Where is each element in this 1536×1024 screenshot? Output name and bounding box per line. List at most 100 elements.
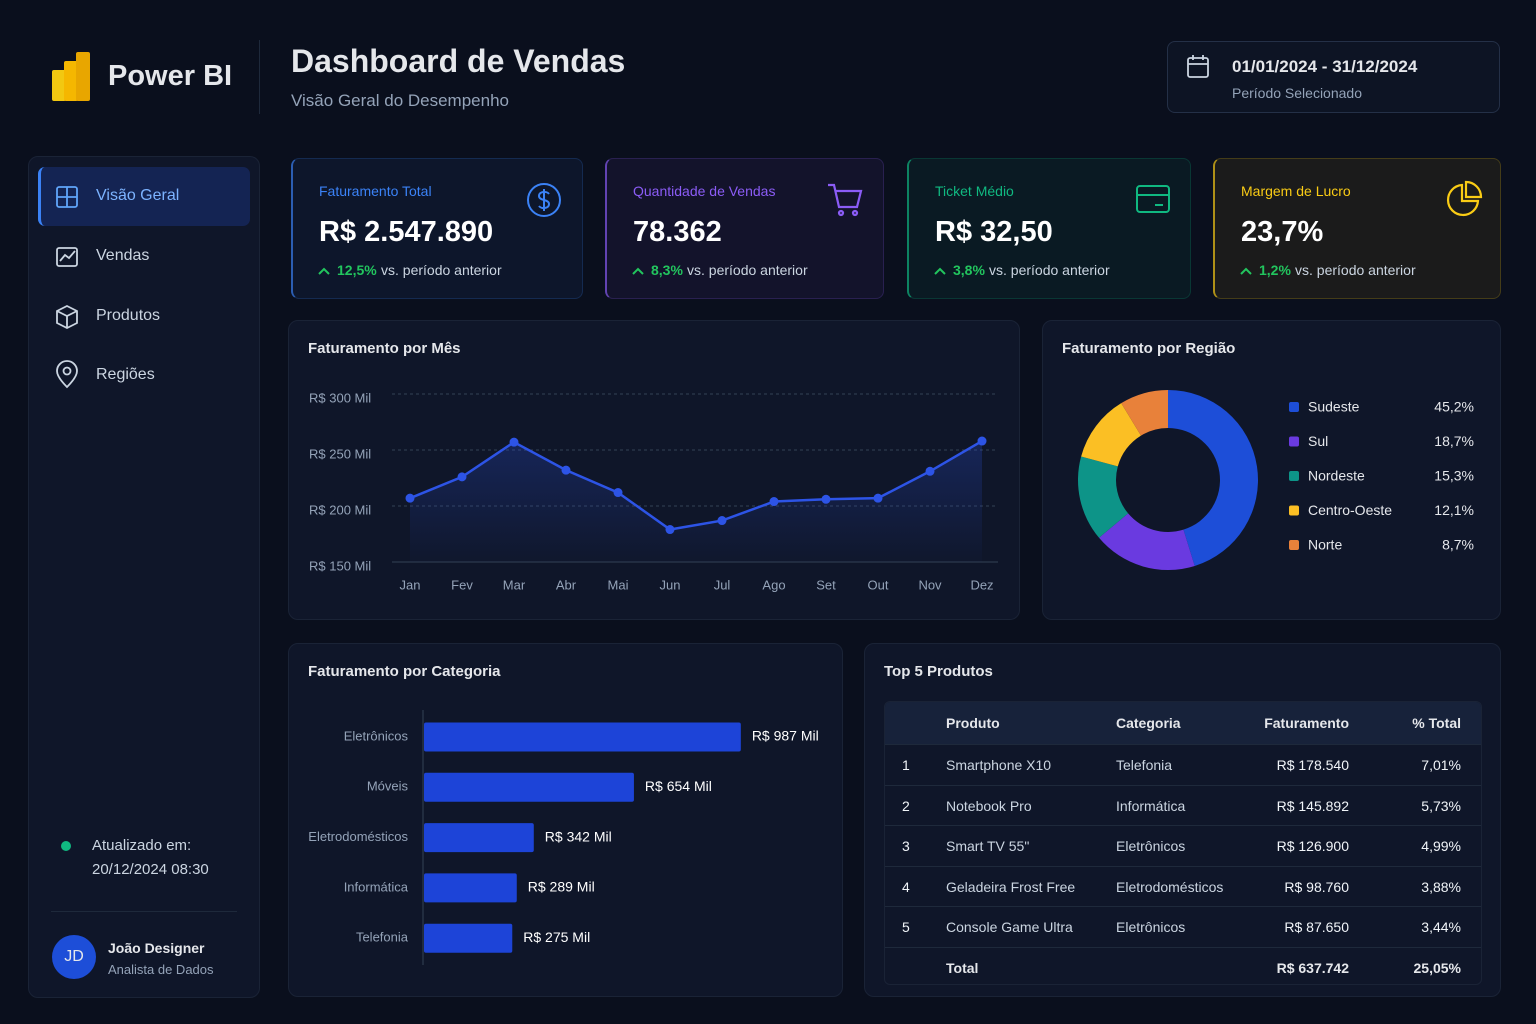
point bbox=[821, 494, 831, 504]
row-divider bbox=[885, 744, 1481, 745]
nav-item[interactable]: Visão Geral bbox=[96, 187, 180, 204]
donut-slice bbox=[1077, 456, 1129, 538]
kpi-arrow bbox=[632, 267, 644, 275]
kpi-change: 1,2% bbox=[1259, 262, 1291, 278]
date-range: 01/01/2024 - 31/12/2024 bbox=[1232, 57, 1418, 76]
update-label: Atualizado em: bbox=[92, 837, 192, 854]
x-tick-label: Nov bbox=[918, 577, 942, 592]
bar-panel bbox=[288, 643, 843, 997]
cell: 3,44% bbox=[1421, 919, 1461, 935]
legend-swatch bbox=[1289, 540, 1299, 550]
bar bbox=[424, 722, 741, 752]
kpi-arrow bbox=[934, 267, 946, 275]
legend-label: Centro-Oeste bbox=[1308, 502, 1392, 518]
x-tick-label: Ago bbox=[762, 577, 785, 592]
cell: Geladeira Frost Free bbox=[946, 878, 1076, 895]
cell: Smartphone X10 bbox=[946, 757, 1052, 773]
point bbox=[717, 516, 727, 526]
kpi-label: Quantidade de Vendas bbox=[633, 183, 776, 199]
calendar-icon bbox=[1187, 55, 1209, 78]
line-panel bbox=[288, 320, 1020, 620]
y-tick-label: R$ 150 Mil bbox=[309, 558, 371, 573]
cell: 3,88% bbox=[1421, 878, 1461, 895]
column-header: Produto bbox=[946, 715, 1000, 731]
legend-value: 18,7% bbox=[1434, 433, 1474, 449]
date-picker[interactable]: 01/01/2024 - 31/12/2024 Período Selecion… bbox=[1167, 41, 1500, 113]
sidebar bbox=[28, 156, 260, 998]
row-divider bbox=[885, 865, 1481, 867]
y-tick-label: R$ 250 Mil bbox=[309, 446, 371, 461]
donut-slice bbox=[1168, 390, 1259, 566]
y-tick-label: Eletrodomésticos bbox=[308, 829, 408, 844]
legend-value: 8,7% bbox=[1442, 537, 1474, 553]
bar bbox=[424, 823, 534, 853]
donut-slice bbox=[1081, 403, 1141, 467]
table-title: Top 5 Produtos bbox=[884, 663, 993, 680]
chart-title: Faturamento por Categoria bbox=[308, 663, 501, 680]
cell: R$ 178.540 bbox=[1276, 757, 1349, 773]
kpi-value: 23,7% bbox=[1241, 216, 1324, 248]
cell: 1 bbox=[902, 757, 910, 773]
cell: 3 bbox=[902, 838, 910, 854]
bar bbox=[424, 923, 513, 953]
user-name: João Designer bbox=[108, 940, 205, 956]
update-time: 20/12/2024 08:30 bbox=[92, 861, 209, 878]
kpi-icon bbox=[1136, 185, 1170, 213]
y-tick-label: Móveis bbox=[367, 779, 409, 794]
cell: Eletrônicos bbox=[1116, 919, 1186, 935]
cell: Eletrodomésticos bbox=[1116, 878, 1224, 895]
nav-item[interactable]: Vendas bbox=[96, 247, 150, 264]
point bbox=[925, 466, 935, 476]
kpi-comparison: vs. período anterior bbox=[1295, 262, 1416, 278]
page-title: Dashboard de Vendas bbox=[291, 43, 626, 79]
donut-panel bbox=[1042, 320, 1501, 620]
date-caption: Período Selecionado bbox=[1232, 85, 1362, 101]
kpi-value: R$ 2.547.890 bbox=[319, 216, 494, 248]
kpi-change: 8,3% bbox=[651, 262, 683, 278]
nav-icon bbox=[56, 360, 78, 389]
point bbox=[613, 488, 623, 498]
kpi-label: Margem de Lucro bbox=[1241, 183, 1351, 199]
y-tick-label: Informática bbox=[344, 879, 409, 894]
nav-icon bbox=[56, 186, 78, 208]
cell: 4 bbox=[902, 878, 910, 895]
y-tick-label: R$ 200 Mil bbox=[309, 502, 371, 517]
point bbox=[873, 493, 883, 503]
kpi-card: Quantidade de Vendas 78.362 8,3% vs. períod… bbox=[605, 158, 884, 299]
user-role: Analista de Dados bbox=[108, 962, 214, 977]
kpi-card: Faturamento Total R$ 2.547.890 12,5% vs. pe… bbox=[291, 158, 583, 299]
kpi-card: Margem de Lucro 23,7% 1,2% vs. período ante… bbox=[1213, 158, 1501, 299]
kpi-comparison: vs. período anterior bbox=[381, 262, 502, 278]
cell: R$ 126.900 bbox=[1276, 838, 1349, 854]
chart-title: Faturamento por Mês bbox=[308, 340, 461, 357]
kpi-arrow bbox=[318, 267, 330, 275]
point bbox=[405, 493, 415, 503]
divider bbox=[51, 911, 237, 912]
cell: R$ 98.760 bbox=[1284, 878, 1349, 895]
cell: 5,73% bbox=[1421, 797, 1461, 814]
kpi-comparison: vs. período anterior bbox=[989, 262, 1110, 278]
row-divider bbox=[885, 946, 1481, 948]
kpi-label: Ticket Médio bbox=[935, 183, 1014, 199]
chart-title: Faturamento por Região bbox=[1062, 340, 1236, 357]
nav-icon bbox=[56, 304, 78, 330]
page-subtitle: Visão Geral do Desempenho bbox=[291, 91, 509, 110]
legend-label: Norte bbox=[1308, 537, 1342, 553]
kpi-card: Ticket Médio R$ 32,50 3,8% vs. período ante… bbox=[907, 158, 1191, 299]
x-tick-label: Jan bbox=[400, 577, 421, 592]
nav-item[interactable]: Produtos bbox=[96, 307, 161, 324]
legend-label: Sul bbox=[1308, 433, 1328, 449]
avatar[interactable]: JD bbox=[52, 935, 96, 979]
nav-item[interactable]: Regiões bbox=[96, 366, 155, 383]
legend-label: Sudeste bbox=[1308, 399, 1360, 415]
cell: 7,01% bbox=[1421, 757, 1461, 773]
kpi-arrow bbox=[1240, 267, 1252, 275]
data-label: R$ 342 Mil bbox=[545, 828, 612, 844]
kpi-icon bbox=[1446, 180, 1483, 217]
bar bbox=[424, 772, 634, 802]
cell: R$ 145.892 bbox=[1276, 797, 1349, 814]
row-divider bbox=[885, 825, 1481, 826]
x-tick-label: Dez bbox=[970, 577, 993, 592]
nav-icon bbox=[56, 247, 78, 267]
